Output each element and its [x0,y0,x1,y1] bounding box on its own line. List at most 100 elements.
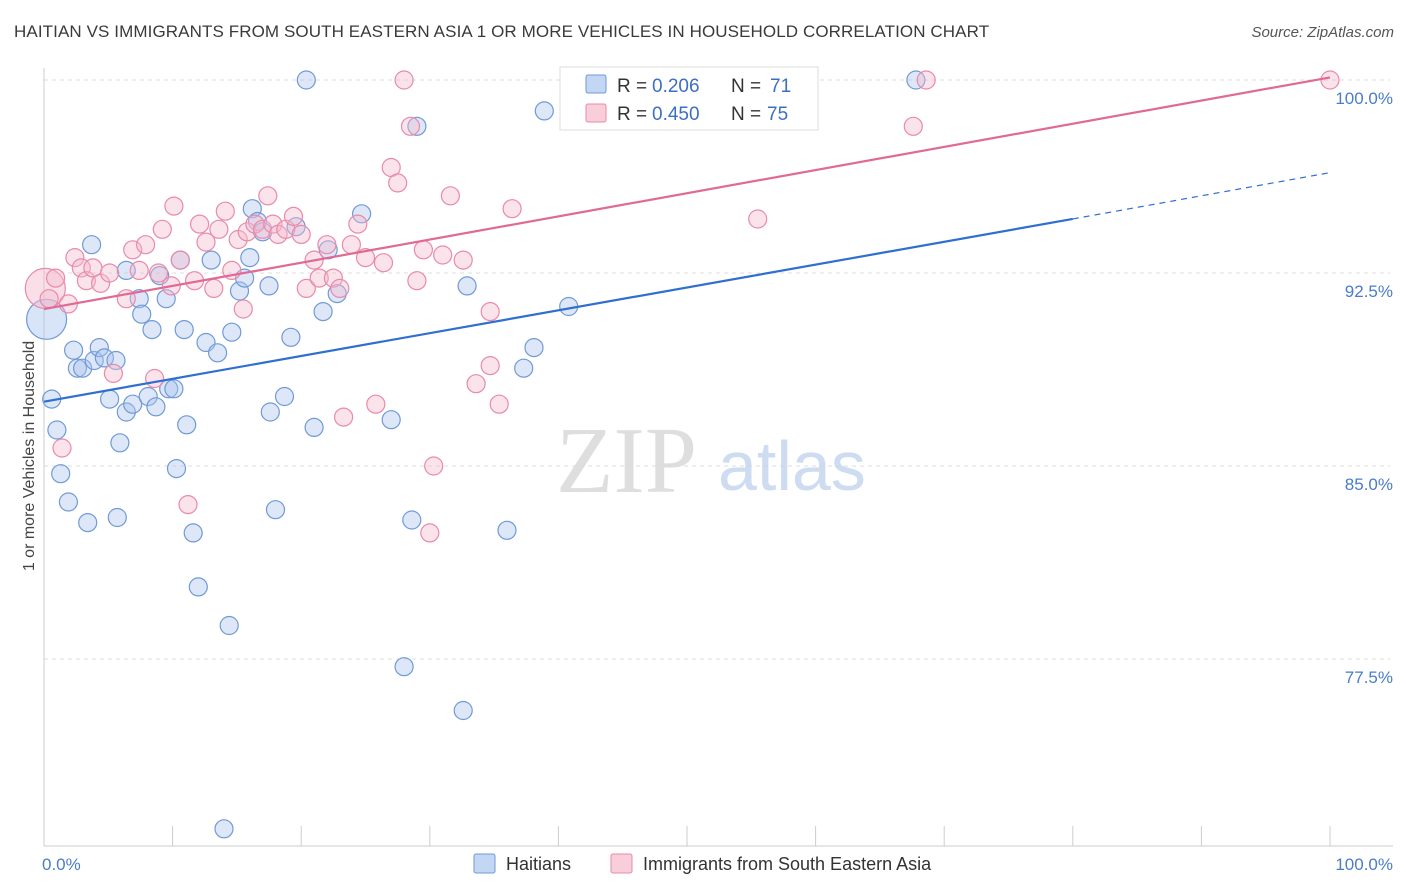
sea-point [341,235,361,255]
haitians-point [78,512,98,533]
chart-title: HAITIAN VS IMMIGRANTS FROM SOUTH EASTERN… [14,22,990,41]
haitians-point [352,204,372,224]
sea-point [366,394,386,414]
haitians-point [110,433,130,453]
haitians-point [146,397,166,417]
legend-r-value-haitians: 0.206 [652,76,700,97]
sea-point [253,219,273,239]
haitians-point [906,70,926,90]
haitians-point [138,386,158,407]
legend-n-value-haitians: 71 [770,76,791,97]
sea-point [323,268,343,288]
sea-point [407,271,427,291]
sea-point [916,70,936,90]
haitians-point [402,510,422,530]
haitians-point [265,500,286,520]
sea-point [103,363,124,383]
sea-point [480,302,500,322]
sea-point [420,523,440,543]
sea-point [373,253,394,273]
haitians-point [142,320,162,340]
y-tick-labels: 77.5% 85.0% 92.5% 100.0% [1335,89,1393,687]
legend-r-value-sea: 0.450 [652,104,700,125]
haitians-point [81,235,102,255]
sea-point [296,278,316,298]
sea-point [258,186,278,206]
sea-point [136,235,156,255]
legend-n-label: N = [731,76,761,97]
series-legend: Haitians Immigrants from South Eastern A… [473,853,932,874]
sea-point [209,219,229,239]
x-tick-label: 0.0% [42,855,81,874]
haitians-point [51,464,71,484]
legend-n-value-sea: 75 [767,104,788,125]
haitians-point [166,459,187,479]
haitians-point [313,302,333,322]
sea-point [330,278,350,298]
sea-point [317,235,337,255]
sea-point [489,394,509,414]
sea-point [148,263,169,283]
haitians-point [240,248,260,268]
haitians-point [457,276,477,296]
sea-point [1320,70,1340,90]
sea-point [196,232,216,252]
sea-point [334,407,354,427]
sea-point [129,260,149,280]
haitians-point [132,304,152,324]
x-tick-labels: 0.0% 100.0% [42,855,1393,874]
watermark-zip: ZIP [556,409,697,513]
haitians-point [394,657,414,677]
haitians-point [407,116,427,136]
bottom-legend-swatch-haitians [473,853,496,874]
sea-point [283,206,304,226]
sea-point [400,116,421,136]
y-tick-label: 92.5% [1345,282,1393,301]
sea-point [178,495,198,515]
sea-point [237,222,257,242]
sea-point [424,456,444,476]
haitians-point [99,389,120,409]
haitians-trend-extension [1072,172,1331,220]
trend-lines [43,76,1331,403]
grid-lines [44,79,1390,660]
sea-point [99,263,120,283]
haitians-point [107,507,127,528]
sea-point [348,214,368,234]
sea-point [480,356,500,376]
sea-point [164,196,184,216]
haitians-point [219,615,239,636]
legend-r-label: R = [617,104,647,125]
bottom-legend-swatch-sea [610,853,633,874]
sea-point [466,374,486,394]
y-tick-label: 100.0% [1335,89,1393,108]
haitians-point [524,338,544,358]
haitians-point [25,298,68,340]
haitians-point [274,386,295,407]
correlation-legend: R = 0.206 N = 71 R = 0.450 N = 75 [559,66,819,131]
haitians-point [534,101,554,121]
haitians-point [156,289,176,309]
haitians-point [47,420,67,440]
haitians-point [514,358,534,378]
haitians-point [123,394,143,414]
haitians-point [497,520,517,540]
sea-point [355,248,376,268]
sea-point [291,224,311,244]
y-axis-label: 1 or more Vehicles in Household [21,341,38,571]
haitians-point [281,327,301,347]
sea-point [45,268,66,288]
sea-point [394,70,414,90]
axes [43,68,1393,847]
haitians-trend-line [43,217,1073,403]
y-tick-label: 77.5% [1345,668,1393,687]
x-tick-label: 100.0% [1335,855,1393,874]
watermark-atlas: atlas [718,427,866,505]
sea-point [233,299,253,319]
sea-point [413,240,433,260]
haitians-point [63,340,84,360]
haitians-point [94,348,115,368]
legend-n-label: N = [731,104,761,125]
haitians-point [116,402,136,422]
sea-trend-line [43,76,1331,311]
